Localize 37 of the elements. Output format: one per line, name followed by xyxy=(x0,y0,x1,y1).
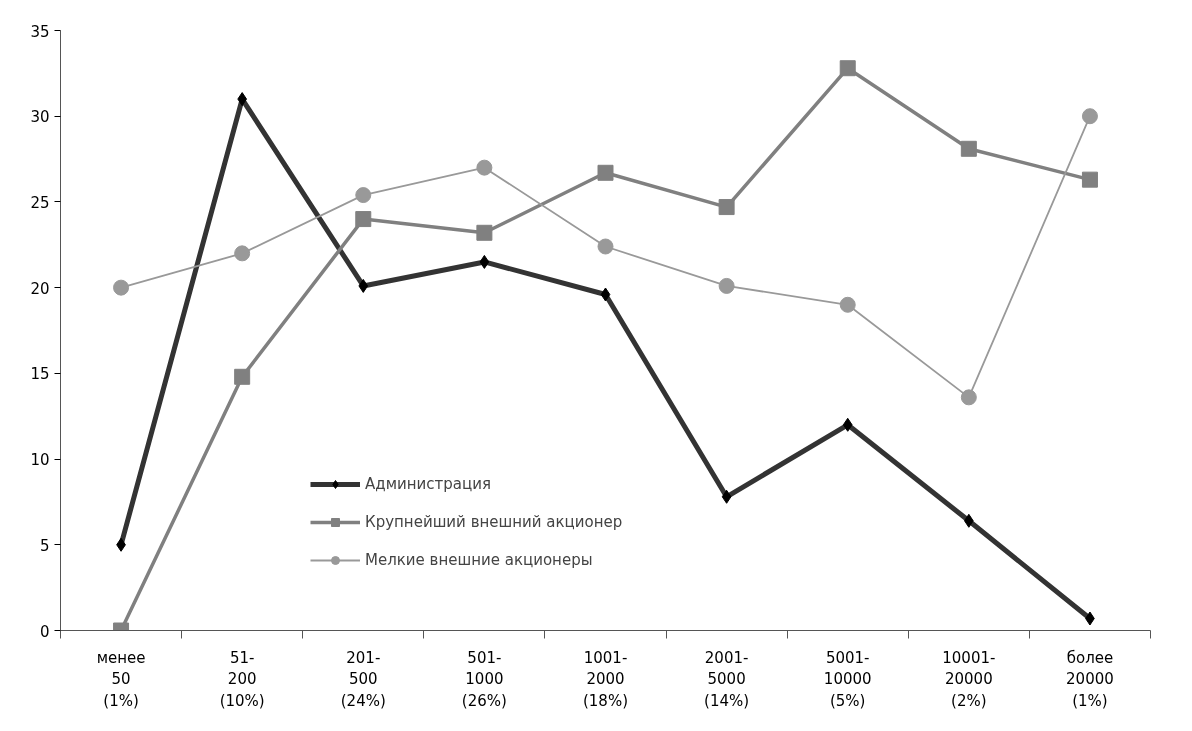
point xyxy=(597,238,614,255)
legend-label: Крупнейший внешний акционер xyxy=(365,513,623,531)
point xyxy=(597,164,614,181)
y-tick-label: 10 xyxy=(30,451,50,470)
y-tick-label: 15 xyxy=(30,365,50,384)
x-tick-label: 501- 1000 (26%) xyxy=(461,648,507,710)
y-tick-label: 25 xyxy=(30,193,50,212)
point xyxy=(960,389,977,406)
legend-label: Мелкие внешние акционеры xyxy=(365,551,593,569)
x-tick-label: 51- 200 (10%) xyxy=(219,648,265,710)
point xyxy=(1081,108,1098,125)
point xyxy=(718,277,735,294)
point xyxy=(839,60,856,77)
point xyxy=(355,211,372,228)
point xyxy=(476,224,493,241)
y-tick-label: 0 xyxy=(39,622,50,641)
legend-label: Администрация xyxy=(365,475,491,493)
point xyxy=(718,199,735,216)
x-tick-label: 5001- 10000 (5%) xyxy=(823,648,872,710)
point xyxy=(234,245,251,262)
y-tick-label: 20 xyxy=(30,279,50,298)
x-tick-label: менее 50 (1%) xyxy=(96,648,146,710)
point xyxy=(476,159,493,176)
point xyxy=(355,187,372,204)
point xyxy=(234,368,251,385)
point xyxy=(1081,171,1098,188)
point xyxy=(839,296,856,313)
x-tick-label: 201- 500 (24%) xyxy=(340,648,386,710)
x-tick-label: 10001- 20000 (2%) xyxy=(942,648,996,710)
y-tick-label: 35 xyxy=(30,22,50,41)
x-tick-label: 2001- 5000 (14%) xyxy=(704,648,750,710)
y-tick-label: 5 xyxy=(39,536,50,555)
x-tick-label: более 20000 (1%) xyxy=(1066,648,1114,710)
point xyxy=(113,279,130,296)
point xyxy=(960,140,977,157)
x-tick-label: 1001- 2000 (18%) xyxy=(582,648,629,710)
y-tick-label: 30 xyxy=(30,108,50,127)
